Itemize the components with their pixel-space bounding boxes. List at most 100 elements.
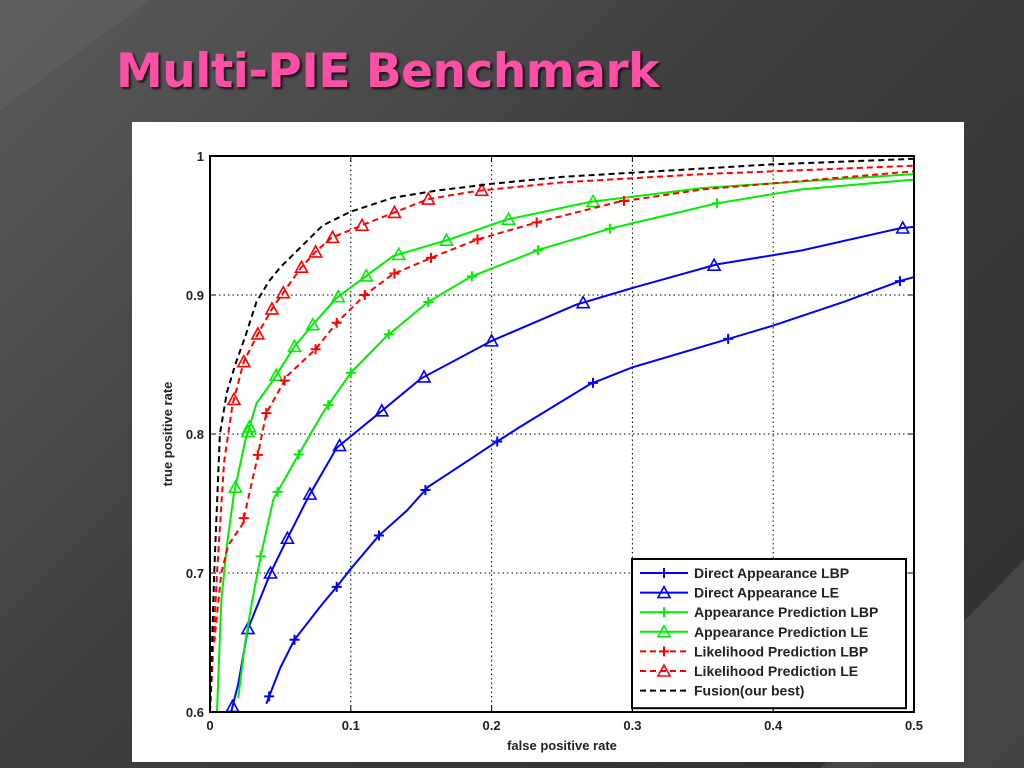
plus-marker [389,268,400,279]
series-line [230,225,915,713]
legend-triangle-marker [656,663,672,677]
triangle-marker [240,423,256,438]
triangle-marker [585,193,601,208]
series-6 [209,157,915,713]
plus-marker [711,198,722,209]
triangle-marker [474,182,490,197]
series-1 [225,220,915,713]
series-line [216,173,915,713]
series-3 [216,173,915,713]
plus-marker [331,317,342,328]
plus-marker [894,276,905,287]
y-tick-label: 0.9 [186,288,204,303]
plus-marker [264,691,275,702]
plus-marker [531,217,542,228]
triangle-marker [305,317,321,331]
triangle-marker [325,229,340,244]
y-tick-label: 0.6 [186,705,204,720]
plus-marker [604,223,615,234]
plus-marker [426,252,437,263]
plus-marker [420,484,431,495]
legend-label: Likelihood Prediction LBP [694,643,868,659]
legend-plus-marker [659,568,669,578]
plus-marker [345,367,356,378]
grid-lines [210,156,914,712]
triangle-marker [250,326,266,340]
triangle-marker [706,257,722,272]
triangle-marker [895,220,911,234]
plus-marker [533,245,544,256]
legend-label: Likelihood Prediction LE [694,663,858,679]
plus-marker [373,530,384,541]
triangle-marker [294,259,309,273]
series-5 [209,164,915,713]
legend: Direct Appearance LBP Direct Appearance L… [631,558,907,710]
plus-marker [466,271,477,282]
x-axis-label: false positive rate [507,738,617,753]
legend-label: Fusion(our best) [694,683,804,699]
triangle-marker [263,565,278,579]
x-tick-label: 0.1 [342,718,360,733]
y-tick-label: 1 [197,149,204,164]
triangle-marker [240,620,256,635]
triangle-marker [242,419,257,433]
plus-marker [492,436,503,447]
triangle-marker [332,437,347,452]
plus-marker [261,408,272,419]
plus-marker [383,329,394,340]
triangle-marker [264,301,280,315]
legend-label: Appearance Prediction LBP [694,604,878,620]
x-tick-label: 0.5 [905,718,923,733]
triangle-marker [374,403,390,417]
plus-marker [293,449,304,460]
triangle-marker [439,232,454,247]
triangle-marker [236,354,252,368]
triangle-marker [330,289,346,303]
series-2 [237,178,915,699]
triangle-marker [287,338,302,353]
legend-box [631,558,907,710]
series-line [265,275,915,705]
triangle-marker [308,244,323,258]
triangle-marker [501,211,516,226]
x-tick-label: 0.3 [623,718,641,733]
triangle-marker [416,369,432,383]
series-line [209,164,915,713]
series-0 [264,275,915,705]
triangle-marker [275,285,291,299]
triangle-marker [484,333,499,347]
series-line [237,178,915,699]
triangle-marker [420,191,436,205]
plus-marker [272,486,283,497]
plus-marker [252,449,263,460]
plus-marker [238,513,249,524]
legend-plus-marker [659,646,669,657]
plus-marker [423,296,434,307]
legend-label: Direct Appearance LE [694,585,839,601]
legend-triangle-marker [656,584,672,599]
y-tick-label: 0.8 [186,427,204,442]
legend-label: Direct Appearance LBP [694,565,849,581]
triangle-marker [575,294,591,309]
series-4 [213,170,915,643]
plus-marker [359,290,370,300]
plus-marker [310,344,321,355]
y-tick-label: 0.7 [186,566,204,581]
series-line [209,157,915,713]
x-tick-label: 0 [206,718,213,733]
legend-plus-marker [659,607,669,618]
y-axis-label: true positive rate [160,382,175,487]
legend-label: Appearance Prediction LE [694,624,868,640]
legend-triangle-marker [656,624,672,638]
chart-figure: 0 0.1 0.2 0.3 0.4 0.5 0.6 0.7 0.8 0.9 1 false posit… [132,122,964,762]
triangle-marker [302,486,318,500]
triangle-marker [354,217,370,232]
x-tick-label: 0.2 [483,718,501,733]
triangle-marker [227,479,243,493]
plus-marker [472,234,483,245]
plus-marker [723,333,734,344]
plus-marker [323,400,334,411]
triangle-marker [226,391,242,406]
slide-title: Multi-PIE Benchmark [116,44,659,99]
triangle-marker [358,268,374,282]
